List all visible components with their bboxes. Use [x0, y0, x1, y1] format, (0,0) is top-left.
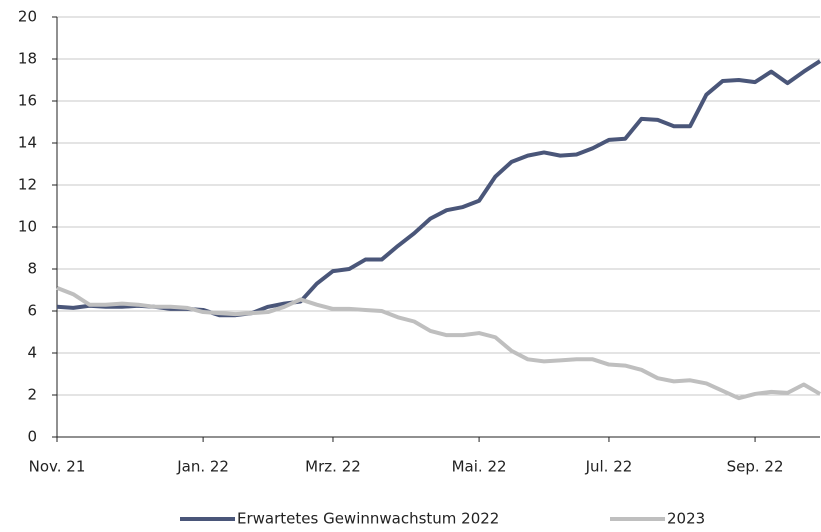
y-tick-label: 16	[18, 92, 37, 110]
y-tick-label: 12	[18, 176, 37, 194]
y-tick-label: 6	[27, 302, 37, 320]
series-line	[56, 59, 821, 318]
x-tick-label: Mrz. 22	[305, 458, 361, 476]
y-tick-label: 8	[27, 260, 37, 278]
y-tick-label: 14	[18, 134, 37, 152]
series-line	[56, 286, 821, 401]
legend-label: 2023	[667, 510, 705, 528]
y-tick-label: 2	[27, 386, 37, 404]
y-tick-label: 0	[27, 428, 37, 446]
x-tick-label: Sep. 22	[727, 458, 784, 476]
y-tick-label: 4	[27, 344, 37, 362]
x-tick-label: Nov. 21	[29, 458, 86, 476]
y-tick-label: 20	[18, 8, 37, 26]
y-tick-label: 18	[18, 50, 37, 68]
x-tick-label: Jan. 22	[176, 458, 229, 476]
x-tick-label: Mai. 22	[452, 458, 507, 476]
legend-label: Erwartetes Gewinnwachstum 2022	[237, 510, 499, 528]
x-tick-label: Jul. 22	[585, 458, 633, 476]
y-tick-label: 10	[18, 218, 37, 236]
